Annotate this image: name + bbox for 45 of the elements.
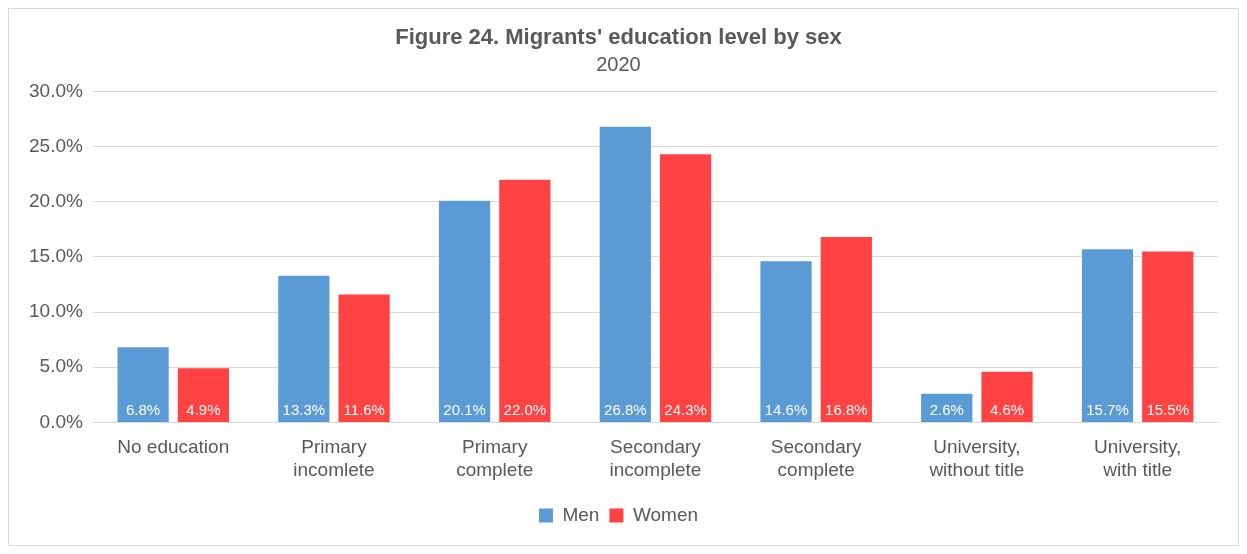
bar	[1081, 249, 1134, 422]
chart-subtitle: 2020	[596, 52, 641, 75]
data-label: 4.6%	[989, 400, 1025, 418]
data-label: 26.8%	[604, 400, 647, 418]
data-label: 13.3%	[282, 400, 326, 418]
data-label: 22.0%	[503, 400, 547, 418]
data-label: 16.8%	[825, 400, 868, 418]
data-label: 2.6%	[929, 400, 964, 418]
x-tick-label: Primary complete	[456, 436, 534, 480]
x-tick-label: No education	[117, 436, 230, 458]
x-tick-label: Secondary complete	[770, 436, 863, 480]
data-label: 14.6%	[764, 400, 808, 418]
bar	[117, 347, 169, 422]
y-tick-label: 20.0%	[29, 189, 83, 211]
x-tick-label: University, with title	[1093, 436, 1182, 480]
y-tick-label: 0.0%	[39, 410, 83, 432]
bar	[820, 237, 872, 422]
data-label: 4.9%	[186, 400, 221, 418]
x-tick-label: Secondary incomplete	[609, 436, 702, 480]
chart-title: Figure 24. Migrants' education level by sex	[395, 24, 843, 50]
y-tick-label: 15.0%	[29, 245, 83, 267]
data-label: 20.1%	[443, 400, 486, 418]
bar	[1142, 251, 1194, 422]
x-tick-label: University, without title	[928, 436, 1025, 480]
x-tick-label: Primary incomlete	[293, 436, 375, 480]
legend-label: Men	[562, 503, 600, 525]
y-tick-label: 5.0%	[39, 355, 83, 377]
y-tick-label: 25.0%	[29, 134, 83, 156]
bar	[659, 154, 712, 422]
bar	[438, 200, 491, 422]
bar	[278, 275, 330, 422]
data-label: 24.3%	[664, 400, 707, 418]
bar	[981, 371, 1033, 422]
data-label: 15.7%	[1086, 400, 1129, 418]
bar	[338, 294, 390, 422]
bar	[177, 368, 229, 422]
y-tick-label: 30.0%	[29, 79, 83, 101]
data-label: 11.6%	[343, 400, 385, 418]
legend-label: Women	[632, 503, 699, 525]
y-tick-label: 10.0%	[29, 300, 83, 322]
bar	[760, 261, 812, 422]
bar	[599, 126, 651, 422]
data-label: 15.5%	[1146, 400, 1190, 418]
bar	[499, 179, 551, 422]
data-label: 6.8%	[126, 400, 161, 418]
